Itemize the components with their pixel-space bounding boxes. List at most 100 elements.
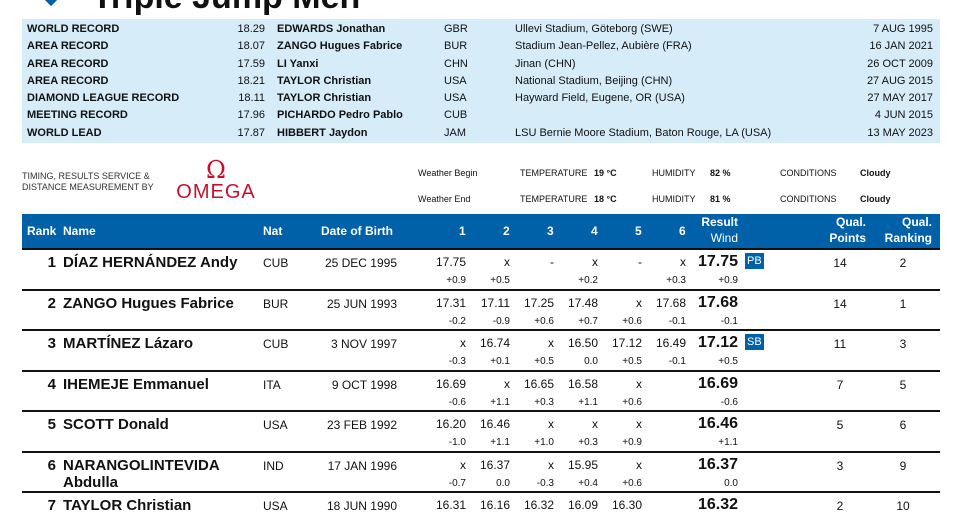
record-row: AREA RECORD 17.59 LI Yanxi CHN Jinan (CHN) 26… bbox=[22, 56, 940, 73]
weather-label: Weather Begin bbox=[418, 168, 478, 178]
qual-points: 11 bbox=[833, 337, 847, 351]
attempt-1: x bbox=[460, 336, 466, 350]
attempt-3-wind: +0.3 bbox=[534, 396, 554, 408]
result-wind: -0.1 bbox=[720, 315, 738, 327]
header-wind: Wind bbox=[710, 231, 738, 245]
qual-ranking: 6 bbox=[899, 418, 907, 432]
header-dob: Date of Birth bbox=[321, 224, 393, 238]
result-wind: 0.0 bbox=[724, 477, 738, 489]
records-table: WORLD RECORD 18.29 EDWARDS Jonathan GBR Ulle… bbox=[22, 19, 940, 143]
humidity-label: HUMIDITY bbox=[652, 168, 696, 178]
qual-points: 14 bbox=[833, 256, 847, 270]
attempt-3: 16.32 bbox=[523, 498, 554, 512]
attempt-4-wind: +0.3 bbox=[578, 437, 598, 448]
athlete-name: NARANGOLINTEVIDA Abdulla bbox=[63, 456, 220, 491]
attempt-1-wind: -0.6 bbox=[448, 396, 466, 408]
humidity-value: 82 % bbox=[710, 168, 731, 178]
athlete-row[interactable]: 1 DÍAZ HERNÁNDEZ Andy CUB 25 DEC 1995 17.75 +… bbox=[22, 248, 940, 289]
header-attempt-2: 2 bbox=[503, 224, 510, 238]
attempt-5: x bbox=[636, 376, 642, 391]
attempt-6-wind: +0.3 bbox=[666, 275, 686, 286]
attempt-5: 16.30 bbox=[611, 498, 642, 512]
date-of-birth: 23 FEB 1992 bbox=[326, 418, 397, 432]
attempt-5: x bbox=[636, 457, 642, 472]
attempt-1-wind: -1.0 bbox=[448, 437, 466, 448]
attempt-3: x bbox=[548, 457, 554, 472]
temperature-value: 18 °C bbox=[594, 194, 617, 204]
temperature-label: TEMPERATURE bbox=[520, 168, 588, 178]
omega-symbol-icon: Ω bbox=[206, 156, 226, 184]
header-attempt-5: 5 bbox=[635, 224, 642, 238]
attempt-2-wind: +1.1 bbox=[490, 396, 510, 408]
attempt-5: x bbox=[636, 295, 642, 310]
qual-ranking: 2 bbox=[899, 256, 907, 270]
rank: 7 bbox=[47, 497, 56, 514]
record-mark: 18.21 bbox=[237, 74, 265, 87]
attempt-3-wind: +1.0 bbox=[534, 437, 554, 448]
record-row: MEETING RECORD 17.96 PICHARDO Pedro Pablo C… bbox=[22, 107, 940, 124]
nationality: ITA bbox=[263, 377, 281, 392]
record-holder: EDWARDS Jonathan bbox=[277, 23, 386, 35]
result-wind: +1.1 bbox=[718, 437, 738, 448]
qual-points: 3 bbox=[836, 458, 844, 473]
record-venue: Ullevi Stadium, Göteborg (SWE) bbox=[515, 23, 673, 35]
header-attempt-4: 4 bbox=[591, 224, 598, 238]
qual-points: 7 bbox=[836, 377, 844, 392]
conditions-value: Cloudy bbox=[860, 194, 891, 204]
record-label: AREA RECORD bbox=[27, 57, 109, 70]
attempt-2-wind: 0.0 bbox=[496, 477, 510, 489]
athlete-row[interactable]: 3 MARTÍNEZ Lázaro CUB 3 NOV 1997 x -0.3 16.74 +… bbox=[22, 329, 940, 370]
athlete-row[interactable]: 4 IHEMEJE Emmanuel ITA 9 OCT 1998 16.69 -0.6 x… bbox=[22, 369, 940, 411]
humidity-value: 81 % bbox=[710, 194, 731, 204]
humidity-label: HUMIDITY bbox=[652, 194, 696, 204]
attempt-2-wind: -0.9 bbox=[492, 315, 510, 327]
attempt-3: x bbox=[548, 417, 554, 431]
athlete-row[interactable]: 7 TAYLOR Christian USA 18 JUN 1990 16.31 16.1… bbox=[22, 491, 940, 532]
attempt-6: 17.68 bbox=[655, 295, 686, 310]
attempt-1: x bbox=[460, 457, 466, 472]
record-venue: Stadium Jean-Pellez, Aubière (FRA) bbox=[515, 40, 692, 53]
attempt-3-wind: +0.5 bbox=[534, 356, 554, 367]
result-wind: -0.6 bbox=[720, 396, 738, 408]
conditions-label: CONDITIONS bbox=[780, 194, 837, 204]
qual-ranking: 5 bbox=[899, 377, 907, 392]
omega-wordmark: OMEGA bbox=[176, 181, 256, 203]
athlete-row[interactable]: 2 ZANGO Hugues Fabrice BUR 25 JUN 1993 17.31… bbox=[22, 288, 940, 330]
attempt-1: 16.69 bbox=[435, 376, 466, 391]
attempt-3-wind: +0.6 bbox=[534, 315, 554, 327]
record-date: 13 MAY 2023 bbox=[867, 126, 933, 139]
result: 17.12 bbox=[697, 334, 738, 351]
rank: 5 bbox=[47, 416, 56, 433]
header-qual-ranking: Qual. bbox=[901, 215, 932, 229]
attempt-4-wind: +0.4 bbox=[578, 477, 598, 489]
record-date: 7 AUG 1995 bbox=[873, 23, 933, 35]
attempt-1: 16.31 bbox=[435, 498, 466, 512]
attempt-5-wind: +0.9 bbox=[622, 437, 642, 448]
qual-ranking: 3 bbox=[899, 337, 907, 351]
record-label: MEETING RECORD bbox=[27, 109, 128, 122]
result: 16.37 bbox=[697, 455, 738, 473]
header-name: Name bbox=[63, 224, 96, 238]
athlete-row[interactable]: 6 NARANGOLINTEVIDA Abdulla IND 17 JAN 1996 x… bbox=[22, 450, 940, 492]
attempt-5: - bbox=[638, 255, 642, 269]
attempt-3: x bbox=[548, 336, 554, 350]
rank: 4 bbox=[47, 375, 56, 393]
header-qual-points-2: Points bbox=[829, 231, 866, 245]
date-of-birth: 18 JUN 1990 bbox=[326, 499, 397, 513]
result: 17.68 bbox=[697, 293, 738, 311]
result-wind: +0.9 bbox=[718, 275, 738, 286]
record-date: 27 AUG 2015 bbox=[866, 74, 933, 87]
record-mark: 17.87 bbox=[237, 126, 265, 139]
record-date: 26 OCT 2009 bbox=[867, 57, 933, 70]
header-rank: Rank bbox=[27, 224, 57, 238]
athlete-name: DÍAZ HERNÁNDEZ Andy bbox=[63, 254, 238, 271]
attempt-3-wind: -0.3 bbox=[536, 477, 554, 489]
header-result: Result bbox=[701, 215, 738, 229]
record-row: AREA RECORD 18.07 ZANGO Hugues Fabrice BUR S… bbox=[22, 38, 940, 55]
result: 16.46 bbox=[697, 415, 738, 432]
record-nat: USA bbox=[444, 74, 467, 87]
weather-label: Weather End bbox=[418, 194, 471, 204]
athlete-row[interactable]: 5 SCOTT Donald USA 23 FEB 1992 16.20 -1.0 16.4… bbox=[22, 410, 940, 451]
diamond-icon bbox=[43, 0, 59, 7]
result: 16.32 bbox=[697, 496, 738, 513]
